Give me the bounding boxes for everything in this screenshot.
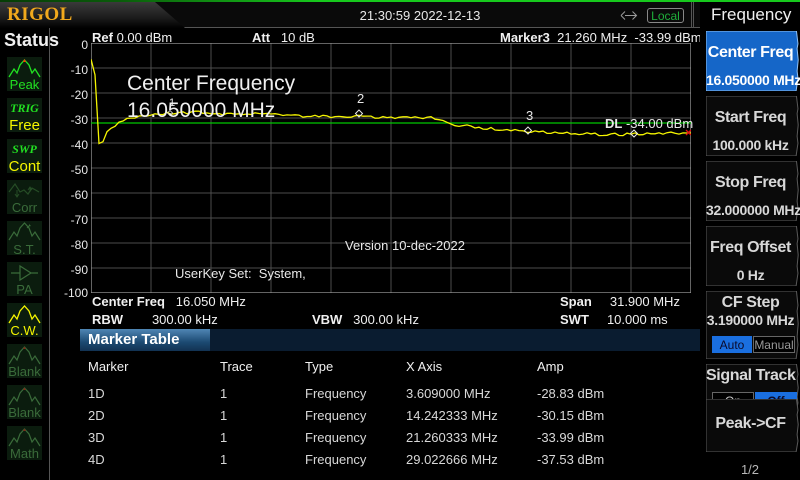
svg-text:3: 3 — [526, 108, 533, 123]
svg-text:2: 2 — [357, 91, 364, 106]
